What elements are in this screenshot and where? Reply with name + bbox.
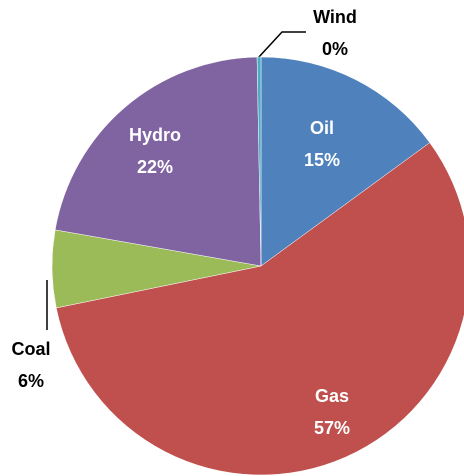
slice-label: Oil [310, 118, 334, 138]
slice-value-label: 15% [304, 150, 340, 170]
pie-slice [55, 142, 464, 476]
slice-label: Wind [313, 7, 357, 27]
slice-label: Hydro [129, 125, 181, 145]
pie-slice [260, 56, 431, 267]
slice-value-label: 6% [18, 371, 44, 391]
leader-line [257, 31, 306, 59]
slice-value-label: 57% [314, 418, 350, 438]
slice-value-label: 22% [137, 157, 173, 177]
slice-value-label: 0% [322, 39, 348, 59]
slice-label: Coal [11, 339, 50, 359]
pie-slice [54, 56, 262, 267]
pie-slice [256, 56, 262, 267]
slice-label: Gas [315, 386, 349, 406]
